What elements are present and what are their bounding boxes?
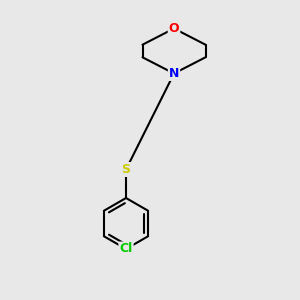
Text: O: O: [169, 22, 179, 35]
Text: S: S: [122, 163, 130, 176]
Text: Cl: Cl: [119, 242, 133, 256]
Text: N: N: [169, 67, 179, 80]
